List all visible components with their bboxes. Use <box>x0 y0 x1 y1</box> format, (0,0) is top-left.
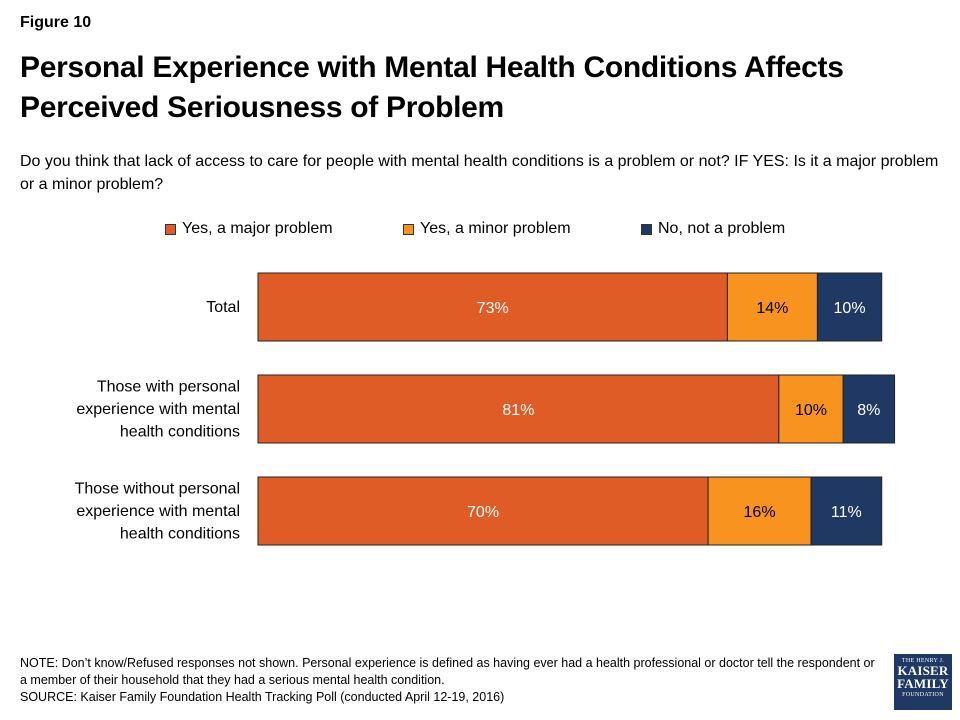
stacked-bar-chart: Total 73% 14% 10% Those with personal experie… <box>75 272 896 546</box>
logo-line-2: KAISER <box>897 663 949 678</box>
legend-item-1: Yes, a major problem <box>165 220 333 238</box>
bar-segment <box>778 374 844 444</box>
category-label: Those with personal experience with menta… <box>76 379 240 441</box>
chart-title: Personal Experience with Mental Health C… <box>20 51 844 124</box>
footer-note: NOTE: Don’t know/Refused responses not s… <box>20 656 875 687</box>
data-label: 16% <box>744 504 776 521</box>
logo-line-1: THE HENRY J. <box>901 658 945 664</box>
category-label: Those without personal experience with me… <box>75 481 240 543</box>
category-label: Total <box>206 299 240 316</box>
legend-label: No, not a problem <box>658 220 786 237</box>
data-label: 10% <box>795 402 827 419</box>
bar-segment <box>257 272 728 342</box>
logo-line-4: FOUNDATION <box>902 692 944 698</box>
legend-swatch <box>165 223 176 235</box>
footer-source: SOURCE: Kaiser Family Foundation Health … <box>20 690 505 704</box>
bar-segment <box>257 374 780 444</box>
data-label: 70% <box>467 504 499 521</box>
legend-label: Yes, a minor problem <box>420 220 571 237</box>
data-label: 14% <box>756 300 788 317</box>
data-label: 10% <box>834 300 866 317</box>
data-label: 81% <box>502 402 534 419</box>
bar-segment <box>257 476 709 546</box>
legend-item-3: No, not a problem <box>641 220 785 238</box>
bar-segment <box>842 374 896 444</box>
kaiser-family-foundation-logo: THE HENRY J. KAISER FAMILY FOUNDATION <box>894 654 952 710</box>
legend-label: Yes, a major problem <box>182 220 333 237</box>
footer: NOTE: Don’t know/Refused responses not s… <box>20 655 880 706</box>
legend-swatch <box>403 223 414 235</box>
figure-label: Figure 10 <box>20 14 92 31</box>
data-label: 8% <box>857 402 880 419</box>
bar-segment <box>726 272 818 342</box>
bar-segment <box>810 476 883 546</box>
legend-swatch <box>641 223 652 235</box>
bar-segment <box>707 476 812 546</box>
logo-line-3: FAMILY <box>897 676 949 691</box>
chart-subtitle: Do you think that lack of access to care… <box>20 153 939 193</box>
legend-item-2: Yes, a minor problem <box>403 220 571 238</box>
data-label: 11% <box>831 504 862 521</box>
legend: Yes, a major problem Yes, a minor problem… <box>0 220 960 244</box>
data-label: 73% <box>477 300 509 317</box>
bar-segment <box>816 272 883 342</box>
